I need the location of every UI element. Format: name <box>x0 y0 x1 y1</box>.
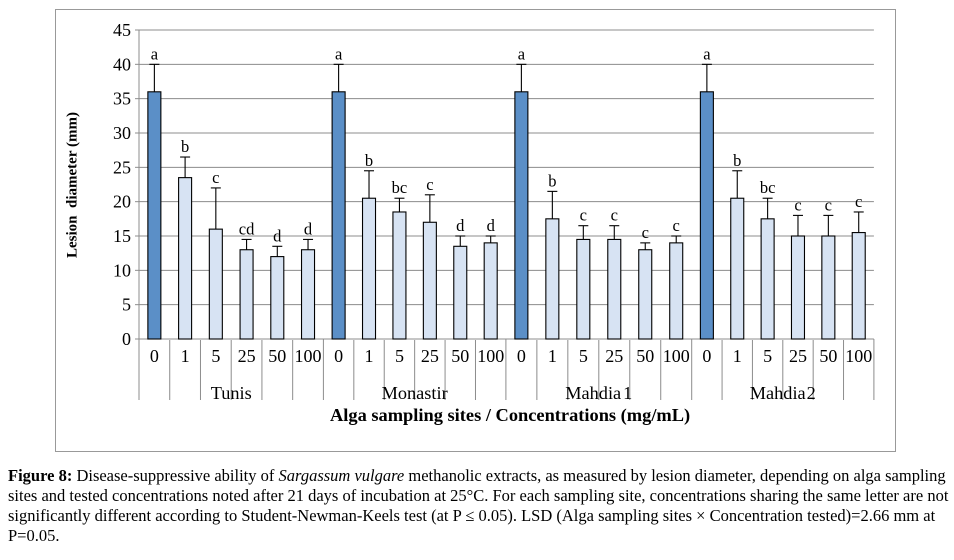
svg-text:20: 20 <box>113 192 131 212</box>
svg-text:a: a <box>703 44 711 63</box>
svg-text:d: d <box>487 216 496 235</box>
svg-text:c: c <box>794 195 801 214</box>
svg-text:bc: bc <box>760 178 776 197</box>
svg-text:b: b <box>365 151 373 170</box>
svg-text:Mahdia2: Mahdia2 <box>750 383 816 403</box>
svg-text:25: 25 <box>238 346 256 366</box>
svg-text:35: 35 <box>113 89 131 109</box>
svg-text:100: 100 <box>663 346 690 366</box>
svg-text:c: c <box>825 195 832 214</box>
svg-text:a: a <box>518 44 526 63</box>
svg-text:25: 25 <box>605 346 623 366</box>
svg-text:45: 45 <box>113 20 131 40</box>
svg-text:c: c <box>611 206 618 225</box>
svg-text:30: 30 <box>113 123 131 143</box>
svg-text:5: 5 <box>122 295 131 315</box>
svg-text:1: 1 <box>365 346 374 366</box>
svg-text:Tunis: Tunis <box>211 383 252 403</box>
svg-text:c: c <box>673 216 680 235</box>
svg-text:d: d <box>273 226 282 245</box>
svg-text:a: a <box>335 44 343 63</box>
svg-text:d: d <box>456 216 465 235</box>
svg-text:b: b <box>181 137 189 156</box>
svg-text:50: 50 <box>451 346 469 366</box>
svg-text:25: 25 <box>789 346 807 366</box>
svg-text:0: 0 <box>122 329 131 349</box>
svg-text:d: d <box>304 219 313 238</box>
svg-text:5: 5 <box>579 346 588 366</box>
svg-text:0: 0 <box>150 346 159 366</box>
svg-text:50: 50 <box>268 346 286 366</box>
svg-text:5: 5 <box>763 346 772 366</box>
svg-text:100: 100 <box>845 346 872 366</box>
svg-text:25: 25 <box>421 346 439 366</box>
svg-text:100: 100 <box>477 346 504 366</box>
svg-text:a: a <box>151 44 159 63</box>
svg-text:0: 0 <box>334 346 343 366</box>
svg-text:c: c <box>642 223 649 242</box>
svg-text:25: 25 <box>113 157 131 177</box>
svg-text:b: b <box>733 151 741 170</box>
svg-text:cd: cd <box>239 219 255 238</box>
svg-text:c: c <box>212 168 219 187</box>
svg-text:50: 50 <box>636 346 654 366</box>
svg-text:1: 1 <box>733 346 742 366</box>
svg-text:5: 5 <box>211 346 220 366</box>
svg-text:Monastir: Monastir <box>382 383 448 403</box>
svg-text:40: 40 <box>113 54 131 74</box>
svg-text:c: c <box>855 192 862 211</box>
svg-text:bc: bc <box>392 178 408 197</box>
svg-text:0: 0 <box>517 346 526 366</box>
svg-text:50: 50 <box>819 346 837 366</box>
svg-text:c: c <box>580 206 587 225</box>
svg-text:b: b <box>548 171 556 190</box>
svg-text:1: 1 <box>548 346 557 366</box>
svg-text:15: 15 <box>113 226 131 246</box>
svg-text:1: 1 <box>181 346 190 366</box>
svg-text:5: 5 <box>395 346 404 366</box>
svg-text:100: 100 <box>295 346 322 366</box>
svg-text:0: 0 <box>702 346 711 366</box>
svg-text:10: 10 <box>113 260 131 280</box>
svg-text:c: c <box>426 175 433 194</box>
